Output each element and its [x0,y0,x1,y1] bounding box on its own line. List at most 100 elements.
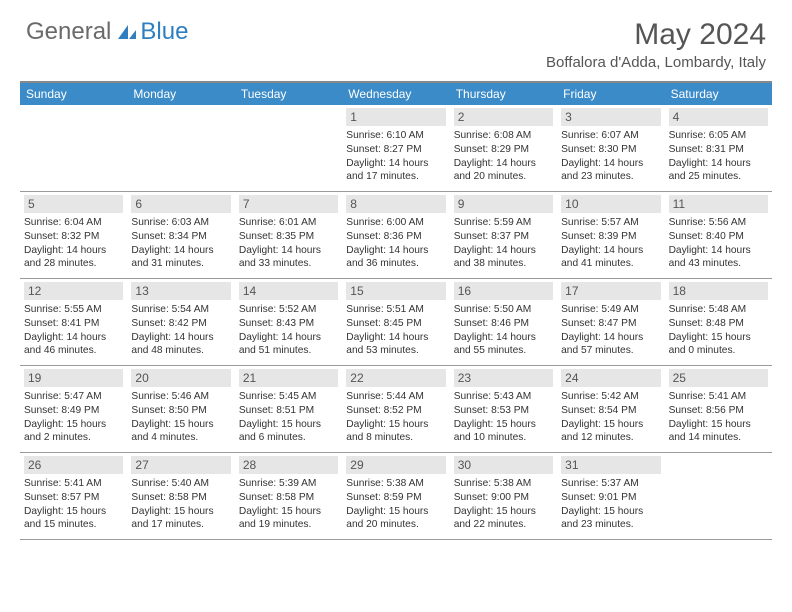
day-number: 21 [239,369,338,387]
day-cell: 29 Sunrise: 5:38 AMSunset: 8:59 PMDayligh… [342,453,449,539]
day-cell: 23 Sunrise: 5:43 AMSunset: 8:53 PMDayligh… [450,366,557,452]
day-cell: 25Sunrise: 5:41 AMSunset: 8:56 PMDayligh… [665,366,772,452]
day-cell: 9 Sunrise: 5:59 AMSunset: 8:37 PMDaylight… [450,192,557,278]
day-number: 22 [346,369,445,387]
day-info: Sunrise: 5:55 AMSunset: 8:41 PMDaylight:… [24,303,123,358]
day-info: Sunrise: 5:40 AMSunset: 8:58 PMDaylight:… [131,477,230,532]
day-info: Sunrise: 5:50 AMSunset: 8:46 PMDaylight:… [454,303,553,358]
day-info: Sunrise: 5:48 AMSunset: 8:48 PMDaylight:… [669,303,768,358]
day-number: 10 [561,195,660,213]
day-number: 6 [131,195,230,213]
day-cell: 1 Sunrise: 6:10 AMSunset: 8:27 PMDaylight… [342,105,449,191]
day-header-row: SundayMondayTuesdayWednesdayThursdayFrid… [20,83,772,105]
day-info: Sunrise: 5:38 AMSunset: 8:59 PMDaylight:… [346,477,445,532]
day-info: Sunrise: 6:00 AMSunset: 8:36 PMDaylight:… [346,216,445,271]
day-number: 23 [454,369,553,387]
day-info: Sunrise: 5:41 AMSunset: 8:57 PMDaylight:… [24,477,123,532]
day-cell: 5Sunrise: 6:04 AMSunset: 8:32 PMDaylight… [20,192,127,278]
day-cell: 2 Sunrise: 6:08 AMSunset: 8:29 PMDaylight… [450,105,557,191]
logo: General Blue [26,18,188,46]
day-number: 15 [346,282,445,300]
day-header-cell: Thursday [450,83,557,105]
day-number: 12 [24,282,123,300]
title-block: May 2024 Boffalora d'Adda, Lombardy, Ita… [546,18,766,71]
day-info: Sunrise: 6:10 AMSunset: 8:27 PMDaylight:… [346,129,445,184]
header: General Blue May 2024 Boffalora d'Adda, … [0,0,792,77]
day-info: Sunrise: 5:49 AMSunset: 8:47 PMDaylight:… [561,303,660,358]
day-cell: 22 Sunrise: 5:44 AMSunset: 8:52 PMDayligh… [342,366,449,452]
day-info: Sunrise: 5:43 AMSunset: 8:53 PMDaylight:… [454,390,553,445]
day-header-cell: Saturday [665,83,772,105]
day-header-cell: Wednesday [342,83,449,105]
day-number: 31 [561,456,660,474]
day-info: Sunrise: 5:57 AMSunset: 8:39 PMDaylight:… [561,216,660,271]
day-cell: 0. [235,105,342,191]
calendar-week: 5Sunrise: 6:04 AMSunset: 8:32 PMDaylight… [20,192,772,279]
day-cell: 17Sunrise: 5:49 AMSunset: 8:47 PMDayligh… [557,279,664,365]
day-info: Sunrise: 5:44 AMSunset: 8:52 PMDaylight:… [346,390,445,445]
day-info: Sunrise: 5:42 AMSunset: 8:54 PMDaylight:… [561,390,660,445]
day-info: Sunrise: 5:54 AMSunset: 8:42 PMDaylight:… [131,303,230,358]
day-cell: 27 Sunrise: 5:40 AMSunset: 8:58 PMDayligh… [127,453,234,539]
day-info: Sunrise: 5:37 AMSunset: 9:01 PMDaylight:… [561,477,660,532]
day-cell: 8Sunrise: 6:00 AMSunset: 8:36 PMDaylight… [342,192,449,278]
day-cell: 14Sunrise: 5:52 AMSunset: 8:43 PMDayligh… [235,279,342,365]
day-number: 20 [131,369,230,387]
day-number: 7 [239,195,338,213]
logo-text-blue: Blue [140,18,188,46]
logo-text-general: General [26,18,111,46]
day-info: Sunrise: 5:51 AMSunset: 8:45 PMDaylight:… [346,303,445,358]
day-number: 9 [454,195,553,213]
day-header-cell: Friday [557,83,664,105]
day-cell: 11 Sunrise: 5:56 AMSunset: 8:40 PMDayligh… [665,192,772,278]
day-number: 3 [561,108,660,126]
month-title: May 2024 [546,18,766,52]
day-info: Sunrise: 5:47 AMSunset: 8:49 PMDaylight:… [24,390,123,445]
day-info: Sunrise: 6:01 AMSunset: 8:35 PMDaylight:… [239,216,338,271]
day-info: Sunrise: 6:03 AMSunset: 8:34 PMDaylight:… [131,216,230,271]
logo-sail-icon [116,23,138,41]
day-cell: 24Sunrise: 5:42 AMSunset: 8:54 PMDayligh… [557,366,664,452]
day-header-cell: Sunday [20,83,127,105]
day-info: Sunrise: 6:08 AMSunset: 8:29 PMDaylight:… [454,129,553,184]
day-cell: 10 Sunrise: 5:57 AMSunset: 8:39 PMDayligh… [557,192,664,278]
day-number: 2 [454,108,553,126]
day-cell: 3 Sunrise: 6:07 AMSunset: 8:30 PMDaylight… [557,105,664,191]
day-cell: 15 Sunrise: 5:51 AMSunset: 8:45 PMDayligh… [342,279,449,365]
day-number: 26 [24,456,123,474]
day-number: 30 [454,456,553,474]
day-number: 27 [131,456,230,474]
day-info: Sunrise: 5:39 AMSunset: 8:58 PMDaylight:… [239,477,338,532]
day-number: 18 [669,282,768,300]
day-number: 25 [669,369,768,387]
day-info: Sunrise: 5:45 AMSunset: 8:51 PMDaylight:… [239,390,338,445]
day-cell: 7 Sunrise: 6:01 AMSunset: 8:35 PMDaylight… [235,192,342,278]
day-cell: 13Sunrise: 5:54 AMSunset: 8:42 PMDayligh… [127,279,234,365]
day-number: 16 [454,282,553,300]
day-info: Sunrise: 5:56 AMSunset: 8:40 PMDaylight:… [669,216,768,271]
day-cell: 20 Sunrise: 5:46 AMSunset: 8:50 PMDayligh… [127,366,234,452]
day-number: 5 [24,195,123,213]
day-cell: 21 Sunrise: 5:45 AMSunset: 8:51 PMDayligh… [235,366,342,452]
day-number: 19 [24,369,123,387]
calendar-week: 19 Sunrise: 5:47 AMSunset: 8:49 PMDayligh… [20,366,772,453]
day-cell: 26 Sunrise: 5:41 AMSunset: 8:57 PMDayligh… [20,453,127,539]
day-info: Sunrise: 5:38 AMSunset: 9:00 PMDaylight:… [454,477,553,532]
day-number: 29 [346,456,445,474]
day-cell: 30 Sunrise: 5:38 AMSunset: 9:00 PMDayligh… [450,453,557,539]
day-info: Sunrise: 6:07 AMSunset: 8:30 PMDaylight:… [561,129,660,184]
calendar: SundayMondayTuesdayWednesdayThursdayFrid… [20,81,772,540]
day-number: 1 [346,108,445,126]
day-number: 14 [239,282,338,300]
day-number: 28 [239,456,338,474]
day-cell: 6 Sunrise: 6:03 AMSunset: 8:34 PMDaylight… [127,192,234,278]
day-cell: 31 Sunrise: 5:37 AMSunset: 9:01 PMDayligh… [557,453,664,539]
day-info: Sunrise: 5:59 AMSunset: 8:37 PMDaylight:… [454,216,553,271]
calendar-week: 0.0.0.1Sunrise: 6:10 AMSunset: 8:27 PMDa… [20,105,772,192]
day-info: Sunrise: 5:46 AMSunset: 8:50 PMDaylight:… [131,390,230,445]
day-cell: 0. [127,105,234,191]
day-cell: 28 Sunrise: 5:39 AMSunset: 8:58 PMDayligh… [235,453,342,539]
day-header-cell: Tuesday [235,83,342,105]
day-number: 11 [669,195,768,213]
day-cell: 16 Sunrise: 5:50 AMSunset: 8:46 PMDayligh… [450,279,557,365]
